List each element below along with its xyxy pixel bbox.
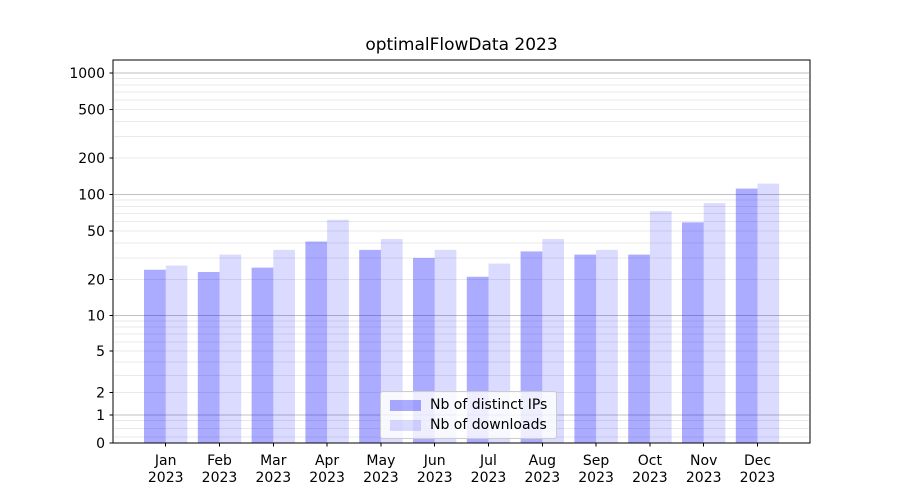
- bar-downloads-dec: [757, 183, 780, 443]
- x-tick-label-month: Sep: [583, 453, 610, 469]
- x-tick-label-month: Jul: [479, 453, 497, 469]
- x-tick-label-month: Nov: [690, 453, 717, 469]
- x-tick-label-year: 2023: [740, 470, 776, 486]
- x-tick-label-year: 2023: [148, 470, 184, 486]
- axes-box: [112, 59, 811, 444]
- y-tick-label: 5: [96, 344, 105, 360]
- y-tick-label: 500: [78, 103, 105, 119]
- bar-distinct-ips-apr: [305, 241, 328, 443]
- legend-swatch-distinct-ips: [390, 399, 421, 411]
- x-tick-label-year: 2023: [632, 470, 668, 486]
- x-tick-label-year: 2023: [578, 470, 614, 486]
- x-tick-label-year: 2023: [471, 470, 507, 486]
- legend-label-distinct-ips: Nb of distinct IPs: [430, 397, 548, 413]
- x-tick-label-year: 2023: [255, 470, 291, 486]
- x-tick-label-month: Oct: [638, 453, 663, 469]
- y-tick-label: 100: [78, 188, 105, 204]
- legend-label-downloads: Nb of downloads: [430, 417, 547, 433]
- x-tick-label-year: 2023: [524, 470, 560, 486]
- bar-distinct-ips-mar: [251, 267, 274, 443]
- x-tick-label-year: 2023: [686, 470, 722, 486]
- legend: Nb of distinct IPs Nb of downloads: [380, 391, 558, 439]
- y-tick-label: 2: [96, 385, 105, 401]
- x-tick-label-month: Jan: [154, 453, 177, 469]
- y-tick-label: 20: [87, 272, 105, 288]
- x-tick-label-month: Aug: [529, 453, 556, 469]
- y-tick-label: 0: [96, 436, 105, 452]
- bar-distinct-ips-sep: [574, 254, 597, 443]
- x-tick-label-year: 2023: [309, 470, 345, 486]
- legend-item-distinct-ips: Nb of distinct IPs: [390, 397, 547, 413]
- bar-distinct-ips-feb: [197, 271, 220, 443]
- x-tick-label-month: Apr: [315, 453, 339, 469]
- bar-downloads-sep: [596, 249, 618, 443]
- bar-downloads-jan: [165, 265, 188, 443]
- bar-distinct-ips-nov: [682, 222, 704, 443]
- bar-distinct-ips-may: [359, 249, 381, 443]
- x-tick-label-month: Jun: [423, 453, 446, 469]
- x-tick-label-month: Feb: [207, 453, 232, 469]
- y-tick-label: 50: [87, 224, 105, 240]
- x-tick-label-month: May: [366, 453, 395, 469]
- y-tick-label: 1000: [69, 66, 105, 82]
- bar-downloads-feb: [219, 254, 242, 443]
- bar-distinct-ips-oct: [628, 254, 650, 443]
- chart-title: optimalFlowData 2023: [365, 35, 558, 55]
- x-tick-label-year: 2023: [417, 470, 453, 486]
- x-tick-label-year: 2023: [363, 470, 399, 486]
- y-tick-label: 200: [78, 151, 105, 167]
- y-tick-label: 10: [87, 309, 105, 325]
- bar-downloads-oct: [649, 211, 672, 443]
- bar-downloads-apr: [327, 219, 349, 443]
- y-tick-label: 1: [96, 408, 105, 424]
- legend-swatch-downloads: [390, 419, 421, 431]
- bar-downloads-nov: [703, 203, 726, 443]
- legend-item-downloads: Nb of downloads: [390, 417, 547, 433]
- x-tick-label-month: Mar: [260, 453, 287, 469]
- bar-downloads-mar: [273, 249, 295, 443]
- bar-distinct-ips-jan: [144, 269, 166, 443]
- x-tick-label-year: 2023: [202, 470, 238, 486]
- bar-distinct-ips-dec: [735, 188, 758, 443]
- x-tick-label-month: Dec: [744, 453, 771, 469]
